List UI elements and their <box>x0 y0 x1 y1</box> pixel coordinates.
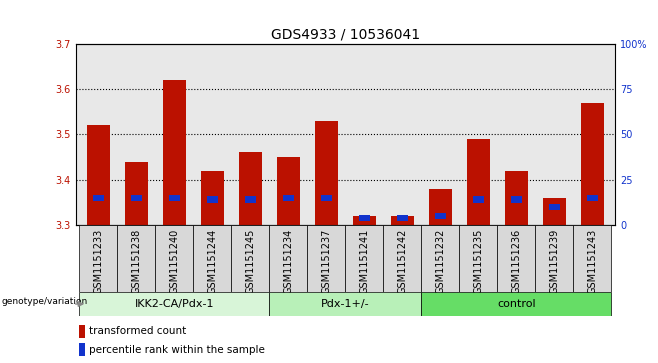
Bar <box>80 292 270 316</box>
Bar <box>573 225 611 292</box>
Bar <box>345 225 384 292</box>
Bar <box>543 198 566 225</box>
Bar <box>169 195 180 201</box>
Bar <box>284 195 293 201</box>
Bar <box>315 121 338 225</box>
Bar <box>193 225 232 292</box>
Bar <box>321 195 332 201</box>
Bar <box>307 225 345 292</box>
Bar <box>79 325 85 338</box>
Text: GSM1151240: GSM1151240 <box>170 228 180 294</box>
Text: GSM1151235: GSM1151235 <box>474 228 484 294</box>
Bar <box>207 196 218 203</box>
Bar <box>125 162 148 225</box>
Bar <box>155 225 193 292</box>
Bar <box>467 139 490 225</box>
Bar <box>201 171 224 225</box>
Bar <box>239 152 262 225</box>
Bar <box>429 189 452 225</box>
Text: transformed count: transformed count <box>89 326 186 337</box>
Bar <box>459 225 497 292</box>
Bar <box>118 225 155 292</box>
Text: GSM1151243: GSM1151243 <box>588 228 597 294</box>
Bar <box>436 213 445 219</box>
Bar <box>80 225 118 292</box>
Bar <box>87 125 110 225</box>
Bar <box>359 215 370 221</box>
Bar <box>497 225 536 292</box>
Bar <box>421 292 611 316</box>
Text: GSM1151237: GSM1151237 <box>322 228 332 294</box>
Bar <box>384 225 421 292</box>
Bar <box>79 343 85 356</box>
Text: genotype/variation: genotype/variation <box>2 297 88 306</box>
Bar <box>511 196 522 203</box>
Bar <box>473 196 484 203</box>
Bar <box>397 215 407 221</box>
Bar <box>588 195 597 201</box>
Bar <box>536 225 573 292</box>
Bar <box>232 225 270 292</box>
Text: GSM1151244: GSM1151244 <box>207 228 217 294</box>
Text: GDS4933 / 10536041: GDS4933 / 10536041 <box>271 27 420 41</box>
Text: GSM1151238: GSM1151238 <box>132 228 141 294</box>
Bar <box>163 80 186 225</box>
Text: control: control <box>497 299 536 309</box>
Text: GSM1151242: GSM1151242 <box>397 228 407 294</box>
Text: Pdx-1+/-: Pdx-1+/- <box>321 299 370 309</box>
Bar <box>353 216 376 225</box>
Text: GSM1151234: GSM1151234 <box>284 228 293 294</box>
Bar <box>421 225 459 292</box>
Text: GSM1151233: GSM1151233 <box>93 228 103 294</box>
Text: GSM1151239: GSM1151239 <box>549 228 559 294</box>
Bar <box>270 225 307 292</box>
Bar <box>132 195 141 201</box>
Bar <box>245 196 255 203</box>
Text: GSM1151245: GSM1151245 <box>245 228 255 294</box>
Text: GSM1151236: GSM1151236 <box>511 228 521 294</box>
Bar <box>549 204 559 210</box>
Bar <box>277 157 300 225</box>
Text: IKK2-CA/Pdx-1: IKK2-CA/Pdx-1 <box>135 299 215 309</box>
Bar <box>391 216 414 225</box>
Bar <box>581 102 604 225</box>
Bar <box>270 292 421 316</box>
Text: GSM1151241: GSM1151241 <box>359 228 369 294</box>
Bar <box>505 171 528 225</box>
Text: percentile rank within the sample: percentile rank within the sample <box>89 344 265 355</box>
Bar <box>93 195 103 201</box>
Text: GSM1151232: GSM1151232 <box>436 228 445 294</box>
